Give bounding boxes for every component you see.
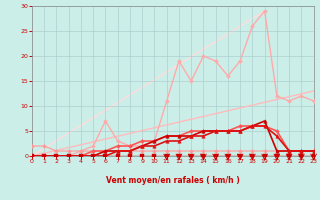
X-axis label: Vent moyen/en rafales ( km/h ): Vent moyen/en rafales ( km/h ) [106, 176, 240, 185]
